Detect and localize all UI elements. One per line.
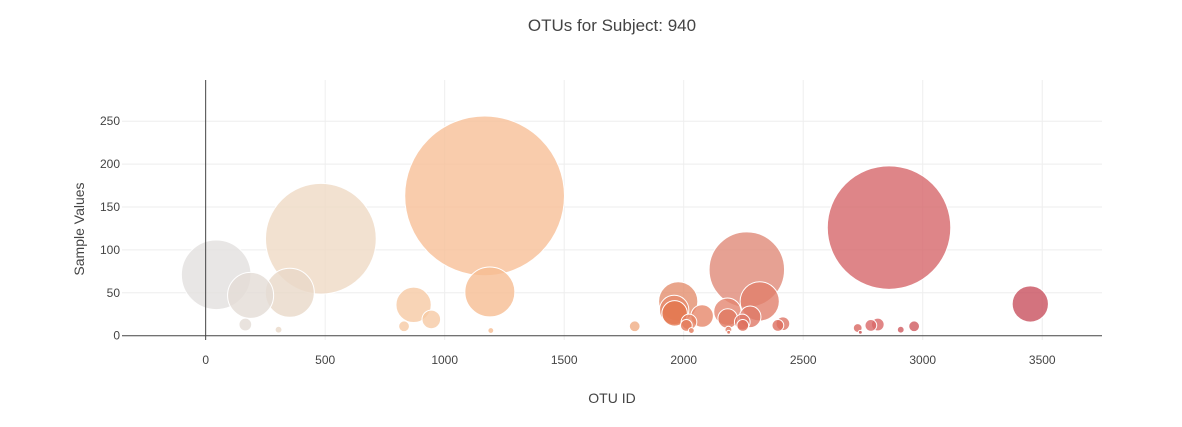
y-tick-label: 200 bbox=[100, 157, 120, 171]
x-tick-label: 2000 bbox=[670, 353, 697, 367]
y-tick-labels: 0 50 100 150 200 250 bbox=[100, 114, 120, 343]
x-tick-label: 0 bbox=[202, 353, 209, 367]
bubble-layer bbox=[180, 115, 1049, 335]
y-tick-label: 0 bbox=[113, 329, 120, 343]
bubble-marker[interactable] bbox=[1011, 285, 1049, 323]
y-axis-title: Sample Values bbox=[71, 182, 87, 275]
bubble-marker[interactable] bbox=[896, 325, 905, 334]
x-tick-labels: 0 500 1000 1500 2000 2500 3000 3500 bbox=[202, 353, 1056, 367]
chart-title: OTUs for Subject: 940 bbox=[528, 16, 696, 35]
y-tick-label: 250 bbox=[100, 114, 120, 128]
bubble-marker[interactable] bbox=[464, 266, 516, 318]
bubble-marker[interactable] bbox=[421, 309, 442, 330]
x-tick-label: 500 bbox=[315, 353, 335, 367]
bubble-marker[interactable] bbox=[274, 325, 283, 334]
bubble-marker[interactable] bbox=[404, 115, 565, 277]
bubble-marker[interactable] bbox=[771, 319, 785, 332]
bubble-marker[interactable] bbox=[736, 319, 750, 332]
bubble-marker[interactable] bbox=[264, 182, 377, 295]
bubble-marker[interactable] bbox=[227, 271, 275, 319]
bubble-marker[interactable] bbox=[864, 319, 878, 332]
bubble-marker[interactable] bbox=[908, 320, 921, 333]
bubble-marker[interactable] bbox=[398, 320, 410, 333]
bubble-marker[interactable] bbox=[238, 317, 253, 332]
bubble-marker[interactable] bbox=[826, 165, 952, 290]
bubble-marker[interactable] bbox=[726, 329, 732, 335]
bubble-marker[interactable] bbox=[857, 329, 863, 335]
x-tick-label: 3500 bbox=[1029, 353, 1056, 367]
bubble-marker[interactable] bbox=[487, 327, 495, 335]
bubble-marker[interactable] bbox=[628, 320, 641, 333]
bubble-marker[interactable] bbox=[395, 286, 432, 323]
x-tick-label: 3000 bbox=[909, 353, 936, 367]
x-tick-label: 1500 bbox=[551, 353, 578, 367]
x-tick-label: 2500 bbox=[790, 353, 817, 367]
x-tick-label: 1000 bbox=[431, 353, 458, 367]
y-tick-label: 150 bbox=[100, 200, 120, 214]
bubble-marker[interactable] bbox=[717, 308, 738, 329]
bubble-marker[interactable] bbox=[687, 327, 695, 335]
y-tick-label: 50 bbox=[107, 286, 121, 300]
x-axis-title: OTU ID bbox=[588, 390, 635, 406]
y-tick-label: 100 bbox=[100, 243, 120, 257]
